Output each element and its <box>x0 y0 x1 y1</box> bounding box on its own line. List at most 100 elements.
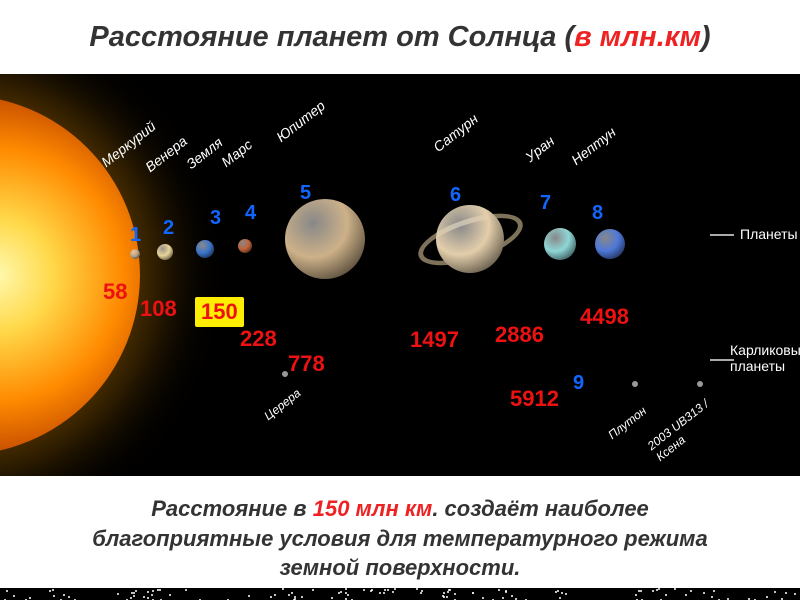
star-dot <box>133 595 135 597</box>
planet-Венера <box>157 244 173 260</box>
star-dot <box>557 590 559 592</box>
star-dot <box>690 590 692 592</box>
star-dot <box>331 597 333 599</box>
title-paren-close: ) <box>701 21 711 53</box>
star-dot <box>727 598 729 600</box>
star-dot <box>570 600 572 602</box>
star-dot <box>565 593 567 595</box>
planet-label: Венера <box>142 133 190 175</box>
dwarf-label: 2003 UB313 /Ксена <box>645 397 720 464</box>
star-dot <box>63 594 65 596</box>
star-dot <box>135 590 137 592</box>
star-dot <box>147 591 149 593</box>
star-dot <box>345 588 347 590</box>
star-dot <box>151 594 153 596</box>
planet-Меркурий <box>130 249 140 259</box>
star-dot <box>371 589 373 591</box>
star-dot <box>658 588 660 590</box>
star-dot <box>274 594 276 596</box>
star-dot <box>498 589 500 591</box>
star-dot <box>656 589 658 591</box>
star-dot <box>665 594 667 596</box>
star-dot <box>49 590 51 592</box>
planet-Юпитер <box>285 199 365 279</box>
planet-ordinal: 8 <box>592 202 603 225</box>
star-dot <box>511 595 513 597</box>
page-title: Расстояние планет от Солнца (в млн.км) <box>89 21 710 54</box>
dwarf-planet <box>282 371 288 377</box>
title-bar: Расстояние планет от Солнца (в млн.км) <box>0 0 800 74</box>
star-dot <box>6 590 8 592</box>
star-dot <box>126 599 128 601</box>
star-dot <box>446 596 448 598</box>
star-dot <box>392 591 394 593</box>
star-dot <box>282 588 284 590</box>
legend-dash <box>710 234 734 236</box>
planet-ordinal: 7 <box>540 192 551 215</box>
planet-ordinal: 2 <box>163 217 174 240</box>
planet-Уран <box>544 228 576 260</box>
caption-highlight: 150 млн км <box>313 496 433 521</box>
star-dot <box>449 589 451 591</box>
star-dot <box>774 591 776 593</box>
star-dot <box>443 592 445 594</box>
planet-distance: 5912 <box>510 386 559 412</box>
planet-label: Сатурн <box>430 110 481 155</box>
star-dot <box>505 591 507 593</box>
caption: Расстояние в 150 млн км. создаёт наиболе… <box>0 494 800 583</box>
star-dot <box>338 592 340 594</box>
star-dot <box>133 592 135 594</box>
planet-distance: 228 <box>240 326 277 352</box>
star-dot <box>347 594 349 596</box>
planet-label: Марс <box>218 136 255 170</box>
star-dot <box>169 594 171 596</box>
star-dot <box>635 594 637 596</box>
solar-system-diagram: Меркурий158Венера2108Земля3150Марс4228Юп… <box>0 74 800 476</box>
planet-ordinal: 4 <box>245 202 256 225</box>
star-dot <box>157 589 159 591</box>
star-dot <box>703 592 705 594</box>
dwarf-label: Плутон <box>605 404 649 442</box>
star-dot <box>748 598 750 600</box>
planet-ordinal: 1 <box>130 224 141 247</box>
star-dot <box>454 593 456 595</box>
star-dot <box>472 592 474 594</box>
star-dot <box>29 597 31 599</box>
star-dot <box>785 592 787 594</box>
star-dot <box>794 593 796 595</box>
planet-distance: 108 <box>140 296 177 322</box>
star-dot <box>147 597 149 599</box>
title-paren-open: ( <box>564 21 574 53</box>
star-dot <box>502 597 504 599</box>
star-dot <box>561 592 563 594</box>
star-dot <box>248 595 250 597</box>
planet-ordinal: 3 <box>210 207 221 230</box>
planet-label: Юпитер <box>273 97 328 145</box>
planet-Нептун <box>595 229 625 259</box>
planet-distance: 4498 <box>580 304 629 330</box>
star-dot <box>384 589 386 591</box>
dwarf-planet <box>632 381 638 387</box>
star-dot <box>416 588 418 590</box>
star-dot <box>559 597 561 599</box>
planet-label: Нептун <box>568 124 619 168</box>
title-unit: в млн.км <box>574 21 701 53</box>
star-dot <box>52 589 54 591</box>
star-dot <box>640 590 642 592</box>
star-dot <box>711 596 713 598</box>
planet-label: Уран <box>522 133 557 165</box>
star-dot <box>387 589 389 591</box>
planet-ordinal: 6 <box>450 184 461 207</box>
planet-distance: 150 <box>195 297 244 327</box>
planet-distance: 778 <box>288 351 325 377</box>
star-dot <box>117 593 119 595</box>
star-dot <box>674 588 676 590</box>
star-dot <box>185 589 187 591</box>
star-dot <box>766 596 768 598</box>
star-dot <box>130 597 132 599</box>
star-dot <box>383 592 385 594</box>
star-dot <box>34 600 36 602</box>
star-dot <box>288 594 290 596</box>
star-dot <box>781 598 783 600</box>
planet-distance: 1497 <box>410 327 459 353</box>
